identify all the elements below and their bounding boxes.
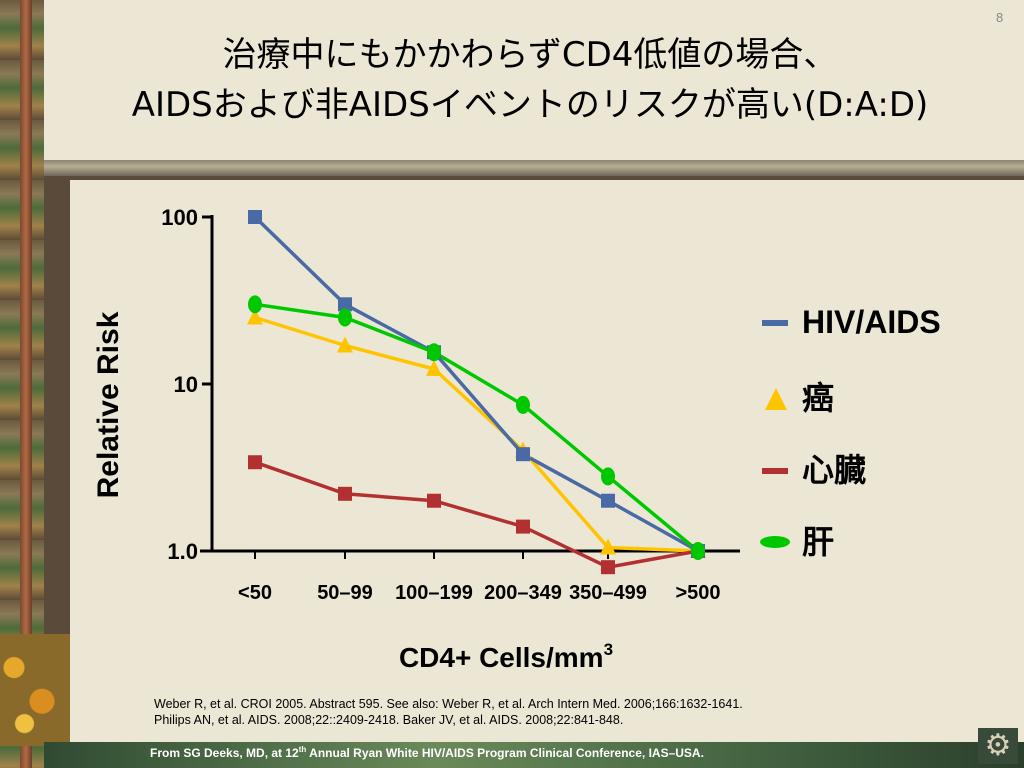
series-point-2 xyxy=(601,560,615,575)
legend-swatch xyxy=(762,468,788,474)
y-tick-label: 1.0 xyxy=(167,539,198,564)
series-point-3 xyxy=(516,395,530,414)
footer-credit-sup: th xyxy=(298,745,307,754)
x-tick-label: 50–99 xyxy=(317,582,373,604)
title-line-2: AIDSおよび非AIDSイベントのリスクが高い(D:A:D) xyxy=(131,85,929,125)
references: Weber R, et al. CROI 2005. Abstract 595.… xyxy=(154,696,743,728)
background-tree-strip xyxy=(0,0,70,768)
series-point-0 xyxy=(516,447,530,462)
series-point-0 xyxy=(248,210,262,224)
y-axis-label: Relative Risk xyxy=(92,311,125,498)
x-tick-label: <50 xyxy=(238,582,272,604)
series-point-3 xyxy=(338,308,352,327)
y-tick-label: 100 xyxy=(161,205,198,230)
series-line-0 xyxy=(253,215,699,553)
series-point-0 xyxy=(338,297,352,312)
series-point-1 xyxy=(247,308,263,325)
autumn-leaves xyxy=(0,634,70,746)
x-axis-label-main: CD4+ Cells/mm xyxy=(399,642,604,673)
x-axis-label: CD4+ Cells/mm3 xyxy=(399,640,613,673)
slide-header xyxy=(44,0,1024,160)
header-divider xyxy=(44,160,1024,176)
footer-credit-post: Annual Ryan White HIV/AIDS Program Clini… xyxy=(306,746,704,760)
series-point-1 xyxy=(600,538,616,555)
series-point-2 xyxy=(338,486,352,501)
series-point-1 xyxy=(337,336,353,353)
series-point-1 xyxy=(426,359,442,376)
title-line-1: 治療中にもかかわらずCD4低値の場合、 xyxy=(222,35,838,75)
page-number: 8 xyxy=(996,10,1004,25)
series-point-0 xyxy=(601,493,615,508)
tree-bark xyxy=(20,0,32,768)
x-axis-label-sup: 3 xyxy=(604,640,613,659)
series-point-2 xyxy=(427,493,441,508)
x-tick-label: 350–499 xyxy=(569,582,647,604)
legend-label: 癌 xyxy=(802,380,835,416)
legend-label: HIV/AIDS xyxy=(802,304,941,340)
slide-content-panel xyxy=(70,180,1024,742)
footer-credit: From SG Deeks, MD, at 12th Annual Ryan W… xyxy=(150,745,704,760)
series-point-3 xyxy=(427,343,441,362)
legend-label: 肝 xyxy=(802,524,835,560)
series-point-2 xyxy=(516,519,530,534)
x-tick-label: 200–349 xyxy=(484,582,562,604)
footer-credit-pre: From SG Deeks, MD, at 12 xyxy=(150,746,299,760)
series-point-3 xyxy=(601,467,615,486)
legend-swatch xyxy=(765,388,787,410)
y-tick-label: 10 xyxy=(174,372,198,397)
reference-line-2: Philips AN, et al. AIDS. 2008;22::2409-2… xyxy=(154,713,624,727)
series-line-1 xyxy=(254,315,699,553)
legend-label: 心臓 xyxy=(802,452,867,488)
series-line-3 xyxy=(254,302,700,553)
reference-line-1: Weber R, et al. CROI 2005. Abstract 595.… xyxy=(154,697,743,711)
legend-swatch xyxy=(760,536,790,548)
series-point-3 xyxy=(248,295,262,314)
series-point-3 xyxy=(691,542,705,560)
series-point-2 xyxy=(248,455,262,470)
slide-title: 治療中にもかかわらずCD4低値の場合、 AIDSおよび非AIDSイベントのリスク… xyxy=(60,30,1000,130)
slide-footer xyxy=(44,742,1024,768)
legend-swatch xyxy=(762,320,788,326)
gear-icon: ⚙ xyxy=(978,728,1018,764)
x-tick-label: 100–199 xyxy=(395,582,473,604)
series-line-2 xyxy=(254,460,699,570)
x-tick-label: >500 xyxy=(675,582,720,604)
